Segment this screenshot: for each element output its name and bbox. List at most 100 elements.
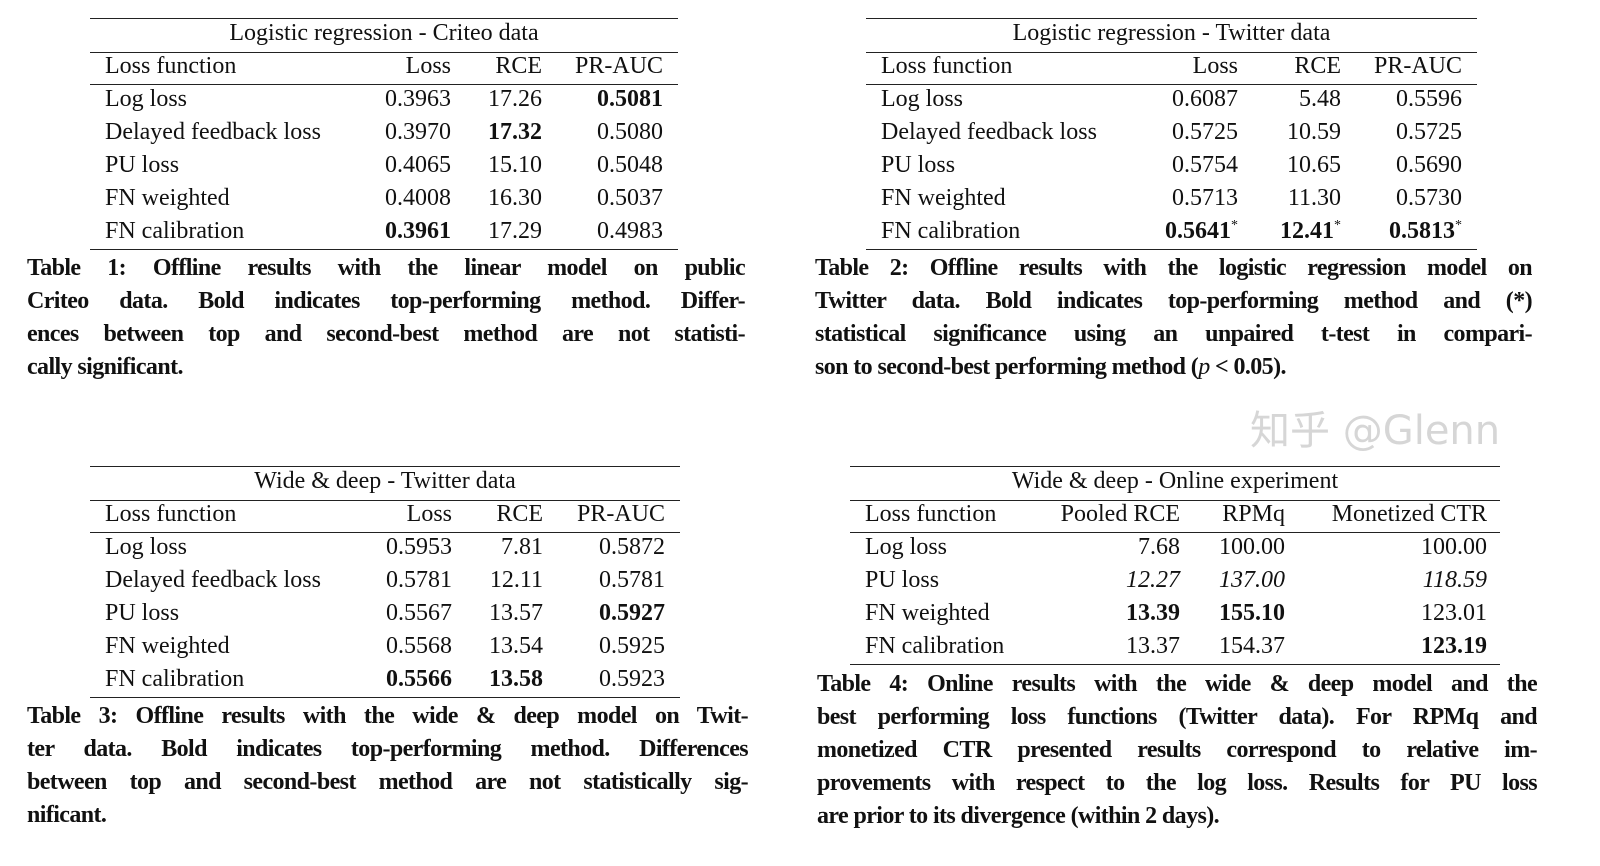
table-rule [866,18,1477,19]
table-rule [90,466,680,467]
cell-value: 0.5567 [386,600,452,626]
column-header: Loss [407,501,452,528]
table-caption: Table 3: Offline results with the wide &… [27,700,748,832]
cell-value: 155.10 [1219,600,1285,626]
table-caption: Table 1: Offline results with the linear… [27,252,745,384]
cell-value: Delayed feedback loss [105,567,321,593]
table-cell: 0.5566 [386,666,452,693]
table-title: Logistic regression - Criteo data [229,20,539,46]
row-label: FN calibration [105,666,244,693]
watermark: 知乎 @Glenn [1250,408,1501,454]
cell-value: FN weighted [105,633,230,659]
cell-value: 12.11 [489,567,543,593]
table-cell: 0.5713 [1172,185,1238,212]
cell-value: 100.00 [1219,534,1285,560]
cell-value: 5.48 [1299,86,1341,112]
table-cell: 0.5081 [597,86,663,113]
table-cell: 0.5725 [1172,119,1238,146]
cell-value: FN calibration [105,666,245,692]
cell-value: 0.5081 [597,86,663,112]
column-header: RPMq [1222,501,1285,528]
column-header: RCE [496,501,543,528]
cell-value: 12.41 [1280,218,1334,244]
significance-mark: * [1334,218,1341,233]
significance-mark: * [1231,218,1238,233]
cell-value: 0.5925 [599,633,665,659]
cell-value: FN weighted [881,185,1006,211]
cell-value: 12.27 [1126,567,1180,593]
table-cell: 0.5872 [599,534,665,561]
cell-value: 13.54 [489,633,543,659]
table-cell: 0.5813* [1389,218,1462,245]
cell-value: FN calibration [865,633,1005,659]
cell-value: 0.5923 [599,666,665,692]
row-label: FN weighted [105,185,230,212]
caption-line: ter data. Bold indicates top-performing … [27,736,748,762]
table-cell: 0.3970 [385,119,451,146]
cell-value: Monetized CTR [1331,501,1487,527]
cell-value: 0.5754 [1172,152,1238,178]
math-p: p [1198,354,1210,380]
table-title: Logistic regression - Twitter data [1012,20,1331,46]
caption-line: Table 3: Offline results with the wide &… [27,703,748,729]
table-cell: 0.4983 [597,218,663,245]
cell-value: 0.5080 [597,119,663,145]
row-label: PU loss [105,152,179,179]
table-cell: 0.3961 [385,218,451,245]
column-header: Loss [1193,53,1238,80]
row-label: FN calibration [105,218,244,245]
table-cell: 137.00 [1219,567,1285,594]
caption-line: best performing loss functions (Twitter … [817,704,1537,730]
cell-value: 0.4983 [597,218,663,244]
column-header: Loss function [865,501,996,528]
table-cell: 13.37 [1126,633,1180,660]
cell-value: FN calibration [105,218,245,244]
column-header: Monetized CTR [1332,501,1487,528]
caption-line: Criteo data. Bold indicates top-performi… [27,288,745,314]
table-cell: 0.6087 [1172,86,1238,113]
cell-value: 0.5566 [386,666,452,692]
table-cell: 0.5048 [597,152,663,179]
table-rule [850,664,1500,665]
table-rule [90,249,678,250]
row-label: Delayed feedback loss [881,119,1097,146]
cell-value: Delayed feedback loss [881,119,1097,145]
row-label: FN weighted [865,600,990,627]
cell-value: 0.4065 [385,152,451,178]
cell-value: 13.39 [1126,600,1180,626]
table-rule [866,249,1477,250]
row-label: Log loss [105,86,187,113]
table-cell: 0.4008 [385,185,451,212]
row-label: Delayed feedback loss [105,119,321,146]
table-cell: 10.59 [1287,119,1341,146]
cell-value: 0.5781 [386,567,452,593]
cell-value: FN calibration [881,218,1021,244]
row-label: FN calibration [865,633,1004,660]
table-cell: 17.26 [488,86,542,113]
cell-value: 0.3970 [385,119,451,145]
table-cell: 7.68 [1138,534,1180,561]
cell-value: RPMq [1222,501,1285,527]
cell-value: 0.5690 [1396,152,1462,178]
row-label: PU loss [105,600,179,627]
column-header: RCE [495,53,542,80]
caption-line: Twitter data. Bold indicates top-perform… [815,288,1532,314]
results-table: Wide & deep - Twitter data Loss function L… [90,466,680,698]
cell-value: 0.5725 [1172,119,1238,145]
table-cell: 123.01 [1421,600,1487,627]
table-cell: 0.5730 [1396,185,1462,212]
cell-value: 0.6087 [1172,86,1238,112]
cell-value: 13.58 [489,666,543,692]
cell-value: PU loss [881,152,956,178]
table-rule [866,84,1477,85]
column-header: PR-AUC [575,53,663,80]
cell-value: 0.5781 [599,567,665,593]
row-label: PU loss [865,567,939,594]
caption-line: Table 2: Offline results with the logist… [815,255,1532,281]
column-header: PR-AUC [577,501,665,528]
cell-value: 0.4008 [385,185,451,211]
cell-value: Delayed feedback loss [105,119,321,145]
cell-value: 10.59 [1287,119,1341,145]
row-label: PU loss [881,152,955,179]
table-rule [90,532,680,533]
